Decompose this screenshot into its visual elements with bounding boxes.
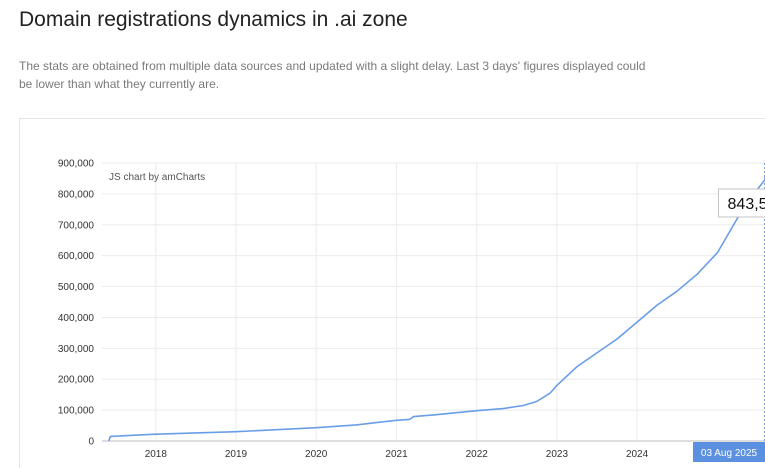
x-tick-label: 2024: [626, 449, 649, 460]
y-tick-label: 0: [88, 437, 94, 448]
y-tick-label: 900,000: [58, 159, 95, 170]
chart-panel: 0 100,000 200,000 300,000 400,000 500,000 600,…: [19, 118, 765, 468]
cursor-date-label: 03 Aug 2025: [701, 448, 758, 459]
cursor-layer: 03 Aug 2025: [693, 163, 765, 462]
x-tick-label: 2018: [145, 449, 168, 460]
data-delay-note: The stats are obtained from multiple dat…: [19, 59, 646, 91]
x-tick-label: 2019: [225, 449, 248, 460]
cursor-date-box: [693, 442, 765, 462]
tooltip-layer: 843,538: [717, 188, 765, 218]
y-tick-label: 400,000: [58, 313, 95, 324]
y-tick-label: 200,000: [58, 375, 95, 386]
tooltip-value: 843,538: [728, 196, 765, 213]
chart-credit[interactable]: JS chart by amCharts: [109, 172, 205, 183]
tooltip-box: [717, 188, 765, 218]
x-tick-label: 2023: [546, 449, 569, 460]
y-tick-label: 700,000: [58, 220, 95, 231]
series-layer: [108, 172, 765, 442]
y-tick-label: 100,000: [58, 406, 95, 417]
x-tick-label: 2021: [385, 449, 408, 460]
page-title: Domain registrations dynamics in .ai zon…: [19, 8, 408, 31]
registrations-line-chart[interactable]: 0 100,000 200,000 300,000 400,000 500,000 600,…: [20, 119, 765, 469]
axes: 0 100,000 200,000 300,000 400,000 500,000 600,…: [58, 159, 649, 461]
y-tick-label: 800,000: [58, 189, 95, 200]
grid: [102, 162, 765, 442]
registrations-series-line[interactable]: [108, 172, 765, 442]
x-tick-label: 2022: [466, 449, 489, 460]
x-tick-label: 2020: [305, 449, 328, 460]
y-tick-label: 600,000: [58, 251, 95, 262]
y-tick-label: 300,000: [58, 344, 95, 355]
y-tick-label: 500,000: [58, 282, 95, 293]
